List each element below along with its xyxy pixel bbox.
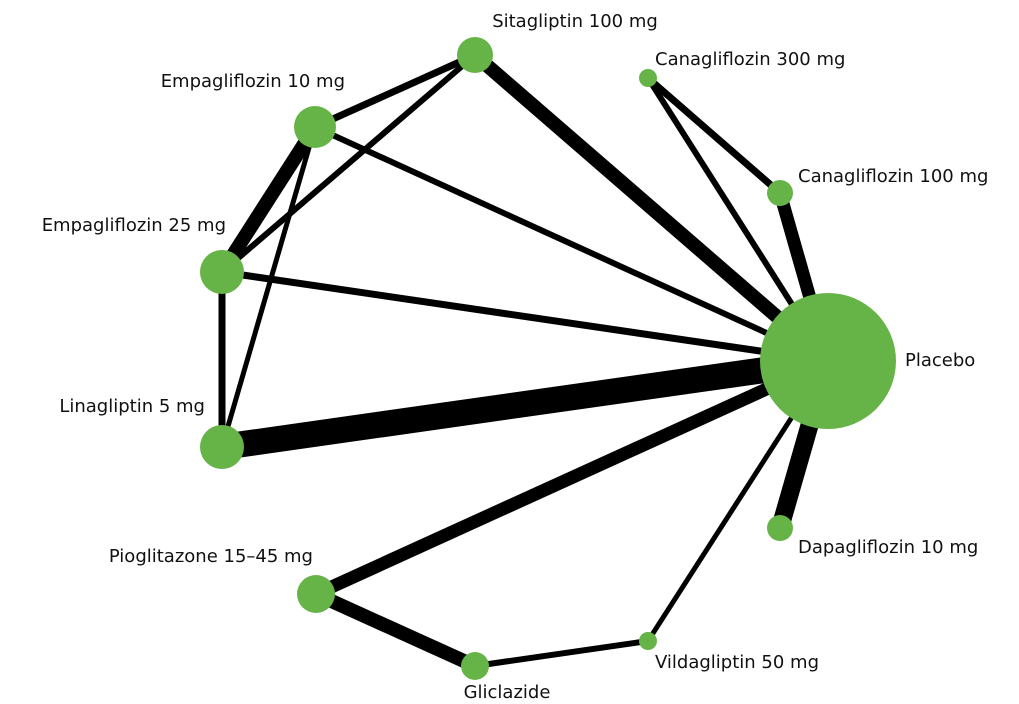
node [200, 425, 244, 469]
edge [313, 51, 477, 131]
node-label: Empagliflozin 10 mg [161, 71, 345, 92]
node [639, 69, 657, 87]
edge [313, 355, 831, 600]
node [200, 250, 244, 294]
edge [313, 124, 830, 364]
edge [219, 126, 318, 448]
edge [216, 123, 321, 276]
node [457, 37, 493, 73]
node-label: Sitagliptin 100 mg [492, 11, 658, 32]
node-label: Pioglitazone 15–45 mg [109, 546, 313, 567]
node-label: Dapagliflozin 10 mg [798, 537, 978, 558]
node-label: Gliclazide [464, 682, 551, 703]
node [461, 652, 489, 680]
node [297, 575, 335, 613]
labels: Sitagliptin 100 mg Canagliflozin 300 mg … [42, 11, 989, 703]
node-label: Vildagliptin 50 mg [655, 652, 819, 673]
node-label: Placebo [905, 350, 975, 371]
edge [313, 587, 478, 673]
node-label: Canagliflozin 300 mg [655, 49, 845, 70]
node-label: Empagliflozin 25 mg [42, 215, 226, 236]
node [639, 632, 657, 650]
edge [645, 75, 783, 196]
nodes [200, 37, 896, 680]
edge [221, 268, 829, 365]
node [760, 293, 896, 429]
edge [474, 638, 649, 669]
node-label: Canagliflozin 100 mg [798, 166, 988, 187]
edge [220, 52, 477, 275]
node [767, 180, 793, 206]
node-label: Linagliptin 5 mg [59, 396, 205, 417]
node [767, 515, 793, 541]
node [294, 106, 336, 148]
edge [470, 49, 833, 367]
edge [220, 348, 830, 460]
edges [216, 49, 837, 673]
